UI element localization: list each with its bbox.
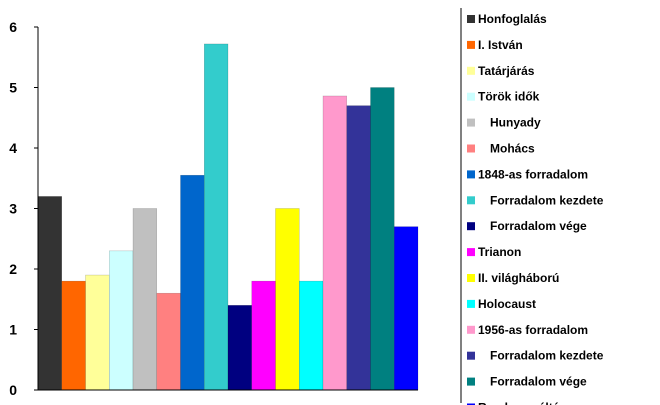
y-tick-label-0: 0 (9, 382, 17, 398)
legend-swatch-11 (467, 274, 475, 282)
legend-label-1: Honfoglalás (478, 12, 547, 26)
bar-9 (227, 305, 252, 391)
y-axis: 0 1 2 3 4 5 6 (9, 19, 418, 398)
bar-15 (370, 87, 395, 391)
legend: Honfoglalás I. István Tatárjárás Török idők… (467, 12, 604, 405)
y-tick-label-5: 5 (9, 80, 17, 96)
legend-swatch-2 (467, 40, 475, 49)
bar-5 (132, 208, 157, 391)
legend-swatch-6 (467, 144, 475, 153)
legend-swatch-8 (467, 196, 475, 205)
y-tick-label-6: 6 (9, 19, 17, 35)
bars-group (37, 43, 419, 391)
legend-label-2: I. István (478, 38, 523, 52)
legend-swatch-14 (467, 351, 475, 360)
legend-swatch-12 (467, 299, 475, 308)
legend-label-13: 1956-as forradalom (478, 323, 588, 337)
bar-2 (61, 280, 86, 391)
legend-label-9: Forradalom vége (490, 219, 587, 233)
bar-10 (251, 280, 276, 391)
bar-16 (394, 226, 419, 391)
legend-label-3: Tatárjárás (478, 64, 535, 78)
y-tick-label-3: 3 (9, 201, 17, 217)
legend-label-7: 1848-as forradalom (478, 167, 588, 181)
bar-13 (322, 95, 347, 391)
bar-11 (275, 208, 300, 391)
legend-label-6: Mohács (490, 142, 535, 156)
y-tick-label-1: 1 (9, 322, 17, 338)
legend-swatch-1 (467, 15, 475, 23)
y-tick-label-2: 2 (9, 261, 17, 277)
legend-swatch-4 (467, 92, 475, 101)
legend-label-11: II. világháború (478, 271, 559, 285)
bar-7 (180, 174, 205, 391)
legend-label-15: Forradalom vége (490, 375, 587, 389)
bar-4 (109, 250, 134, 391)
legend-label-4: Török idők (478, 90, 540, 104)
legend-swatch-13 (467, 325, 475, 334)
legend-swatch-3 (467, 66, 475, 75)
legend-swatch-15 (467, 377, 475, 386)
legend-label-14: Forradalom kezdete (490, 349, 604, 363)
legend-label-10: Trianon (478, 245, 521, 259)
legend-swatch-16 (467, 403, 475, 405)
legend-label-5: Hunyady (490, 116, 541, 130)
legend-label-16: Rendszerváltás (478, 401, 566, 405)
legend-swatch-7 (467, 170, 475, 179)
legend-swatch-10 (467, 248, 475, 257)
y-tick-label-4: 4 (9, 140, 17, 156)
legend-swatch-5 (467, 118, 475, 127)
bar-14 (346, 105, 371, 391)
bar-6 (156, 292, 181, 391)
bar-3 (85, 274, 110, 391)
legend-swatch-9 (467, 222, 475, 231)
bar-1 (37, 196, 62, 391)
legend-label-8: Forradalom kezdete (490, 193, 604, 207)
bar-8 (204, 43, 229, 391)
bar-12 (299, 280, 324, 391)
legend-label-12: Holocaust (478, 297, 536, 311)
